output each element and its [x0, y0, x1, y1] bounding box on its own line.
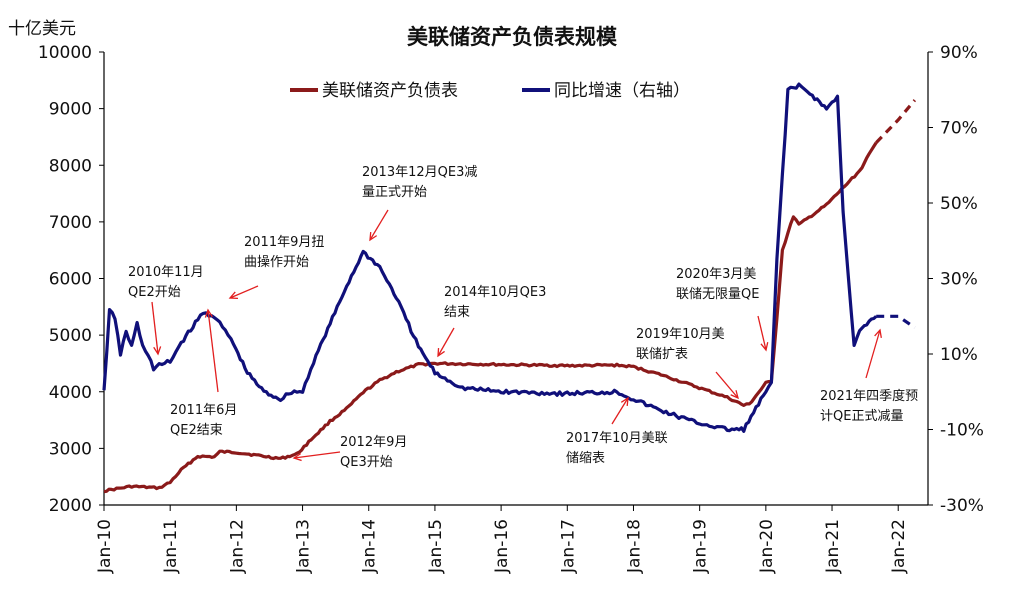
annotation-text: 2014年10月QE3 [444, 285, 546, 300]
annotation-text: 量正式开始 [362, 185, 427, 200]
right-axis-tick-label: 30% [940, 270, 978, 290]
annotation-arrow-line [865, 329, 881, 379]
annotation-text: 2013年12月QE3减 [362, 165, 477, 180]
x-axis-tick-label: Jan-18 [624, 519, 644, 574]
axes: 2000 3000 4000 5000 6000 7000 8000 9000 10000 90%… [38, 43, 984, 574]
series-projection-balance-sheet [875, 99, 917, 144]
chart-title: 美联储资产负债表规模 [407, 25, 618, 49]
annotation-arrow-line [369, 209, 389, 241]
right-axis-tick-label: 50% [940, 194, 978, 214]
right-axis-tick-label: 10% [940, 345, 978, 365]
annotation: 2011年6月 QE2结束 [170, 308, 237, 438]
annotation-text: 2021年四季度预 [820, 388, 918, 404]
annotation-text: 结束 [444, 305, 470, 320]
annotation-arrow-line [229, 285, 259, 299]
x-axis-tick-label: Jan-17 [558, 519, 578, 574]
annotation-arrow-head [228, 291, 239, 300]
annotation-arrow-head [369, 231, 378, 242]
annotation-arrow-head [874, 328, 882, 338]
left-axis-unit-label: 十亿美元 [8, 19, 76, 39]
x-axis-tick-label: Jan-10 [95, 519, 115, 574]
annotation-text: 2020年3月美 [676, 267, 756, 282]
x-axis-tick-label: Jan-12 [227, 519, 247, 574]
series-projection-yoy-growth [876, 314, 916, 329]
left-axis-tick-label: 10000 [38, 43, 92, 63]
series-lines [102, 82, 917, 494]
x-axis-tick-label: Jan-22 [889, 519, 909, 574]
annotation: 2010年11月 QE2开始 [128, 265, 204, 356]
left-axis-tick-label: 9000 [49, 100, 92, 120]
x-axis-tick-label: Jan-20 [757, 519, 777, 574]
left-axis-tick-label: 4000 [49, 383, 92, 403]
x-axis-tick-label: Jan-16 [492, 519, 512, 574]
annotation: 2014年10月QE3 结束 [437, 285, 546, 358]
annotation-arrow-head [760, 342, 769, 352]
left-axis-tick-label: 2000 [49, 496, 92, 516]
annotation-text: 储缩表 [566, 450, 605, 466]
x-axis-tick-label: Jan-14 [360, 519, 380, 574]
x-axis-tick-label: Jan-11 [161, 519, 181, 574]
x-axis-tick-label: Jan-19 [691, 519, 711, 574]
annotation-text: 2011年6月 [170, 403, 237, 418]
x-axis-tick-label: Jan-13 [294, 519, 314, 574]
right-axis-tick-label: -10% [940, 421, 984, 441]
annotation-arrow-line [151, 301, 159, 355]
annotation-text: 曲操作开始 [244, 254, 309, 270]
annotation-text: QE2结束 [170, 423, 223, 438]
right-axis-tick-label: 90% [940, 43, 978, 63]
legend-label: 美联储资产负债表 [322, 81, 458, 101]
x-axis-tick-label: Jan-15 [426, 519, 446, 574]
annotation-arrow-head [620, 396, 629, 407]
annotation-text: 2010年11月 [128, 265, 204, 280]
legend: 美联储资产负债表 同比增速（右轴） [290, 81, 690, 101]
left-axis-tick-label: 6000 [49, 270, 92, 290]
annotation-text: 联储无限量QE [676, 287, 759, 302]
series-line-yoy-growth [102, 82, 878, 433]
annotation-text: QE2开始 [128, 285, 181, 300]
annotation-arrow-line [757, 315, 767, 351]
annotation-arrow-head [204, 308, 213, 318]
annotation: 2012年9月 QE3开始 [292, 435, 407, 470]
annotation-text: 2012年9月 [340, 435, 407, 450]
annotation-arrow-head [292, 453, 302, 462]
annotation-text: 联储扩表 [636, 347, 688, 362]
annotation-arrow-line [207, 309, 219, 393]
annotation-arrow-line [611, 397, 629, 425]
left-axis-tick-label: 3000 [49, 439, 92, 459]
left-axis-tick-label: 7000 [49, 213, 92, 233]
annotations: 2010年11月QE2开始2011年6月QE2结束2011年9月扭曲操作开始20… [128, 165, 918, 470]
annotation-text: 计QE正式减量 [820, 409, 903, 424]
annotation-text: QE3开始 [340, 455, 393, 470]
annotation-arrow-head [730, 390, 739, 400]
annotation-arrow-line [715, 371, 739, 399]
annotation-text: 2011年9月扭 [244, 235, 324, 250]
series-line-balance-sheet [103, 141, 878, 494]
annotation-text: 2019年10月美 [636, 327, 725, 342]
right-axis-tick-label: 70% [940, 119, 978, 139]
annotation-text: 2017年10月美联 [566, 431, 668, 446]
annotation-arrow-head [437, 347, 445, 358]
left-axis-tick-label: 8000 [49, 156, 92, 176]
left-axis-tick-label: 5000 [49, 326, 92, 346]
annotation-arrow-line [437, 327, 455, 357]
legend-label: 同比增速（右轴） [554, 81, 690, 101]
x-axis-tick-label: Jan-21 [823, 519, 843, 574]
annotation-arrow-line [293, 451, 341, 459]
annotation-arrow-head [153, 346, 162, 356]
right-axis-tick-label: -30% [940, 496, 984, 516]
